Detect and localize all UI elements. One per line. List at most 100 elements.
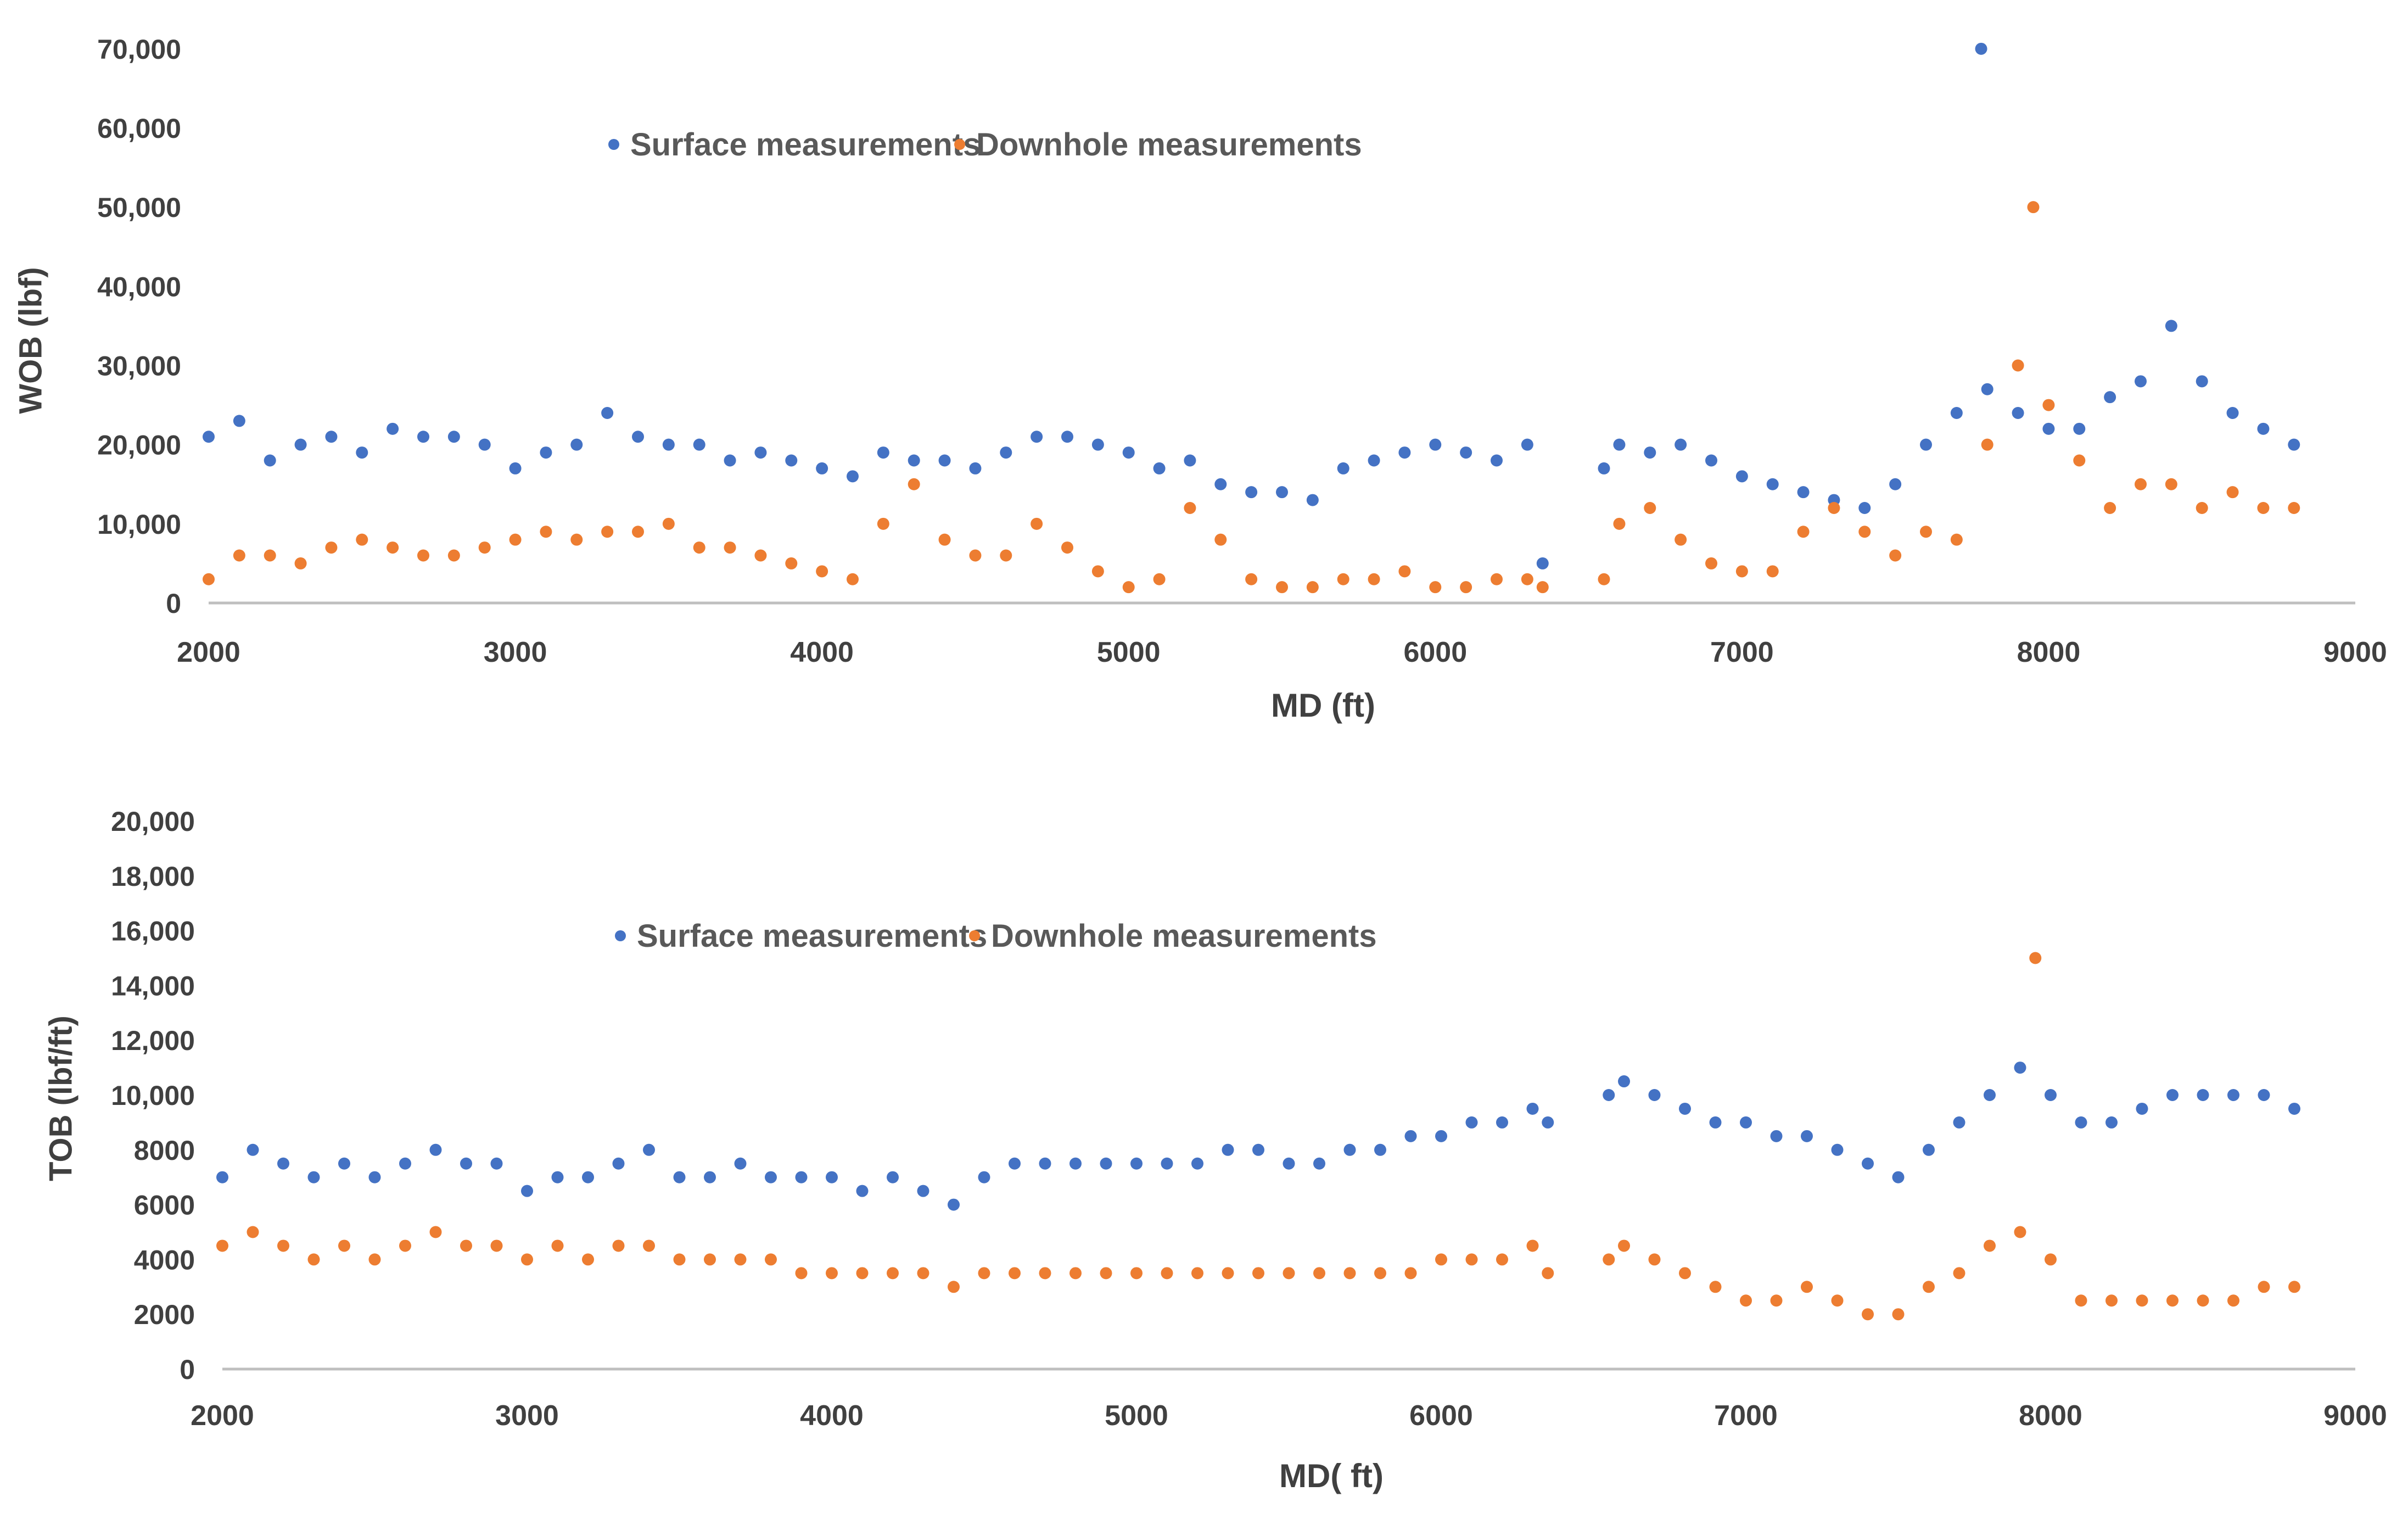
tob-downhole-point-22 [887, 1267, 899, 1280]
tob-x-tick-6000: 6000 [1409, 1400, 1473, 1432]
tob-downhole-marks [216, 952, 2300, 1321]
wob-surface-point-62 [2073, 422, 2086, 435]
wob-downhole-point-22 [877, 517, 889, 530]
wob-downhole-point-0 [203, 573, 215, 585]
tob-downhole-point-43 [1526, 1239, 1539, 1252]
wob-surface-point-54 [1858, 502, 1871, 514]
tob-x-tick-9000: 9000 [2323, 1400, 2387, 1432]
wob-downhole-point-7 [417, 549, 429, 562]
tob-surface-point-66 [2227, 1089, 2239, 1101]
tob-downhole-point-64 [2136, 1294, 2148, 1307]
tob-surface-point-31 [1161, 1157, 1173, 1170]
tob-downhole-point-20 [826, 1267, 838, 1280]
tob-downhole-point-37 [1343, 1267, 1356, 1280]
wob-y-tick-70,000: 70,000 [97, 34, 181, 65]
tob-downhole-point-36 [1313, 1267, 1325, 1280]
tob-downhole-point-8 [460, 1239, 472, 1252]
wob-downhole-point-37 [1337, 573, 1349, 585]
tob-surface-point-4 [338, 1157, 350, 1170]
tob-downhole-point-32 [1191, 1267, 1203, 1280]
tob-surface-point-3 [307, 1171, 320, 1183]
tob-y-axis-title: TOB (lbf/ft) [43, 1015, 79, 1181]
tob-surface-point-23 [917, 1185, 929, 1197]
tob-x-tick-4000: 4000 [800, 1400, 864, 1432]
tob-surface-point-12 [582, 1171, 594, 1183]
tob-surface-point-60 [2045, 1089, 2057, 1101]
tob-downhole-point-24 [948, 1281, 960, 1293]
wob-surface-point-56 [1920, 438, 1932, 451]
tob-downhole-point-52 [1801, 1281, 1813, 1293]
wob-surface-point-47 [1644, 446, 1656, 459]
wob-downhole-point-36 [1306, 581, 1319, 594]
wob-downhole-point-27 [1031, 517, 1043, 530]
tob-downhole-point-25 [978, 1267, 990, 1280]
tob-surface-point-37 [1343, 1143, 1356, 1156]
wob-y-tick-50,000: 50,000 [97, 192, 181, 223]
tob-downhole-point-1 [247, 1226, 259, 1238]
wob-surface-point-37 [1337, 462, 1349, 474]
wob-y-tick-10,000: 10,000 [97, 509, 181, 540]
tob-surface-point-25 [978, 1171, 990, 1183]
tob-legend-surface-label: Surface measurements [637, 918, 987, 954]
wob-surface-point-8 [447, 431, 460, 443]
tob-downhole-point-66 [2197, 1294, 2209, 1307]
wob-surface-point-69 [2288, 438, 2300, 451]
tob-downhole-point-21 [856, 1267, 869, 1280]
wob-surface-point-58 [1975, 42, 1987, 55]
tob-y-tick-labels: 0 2000 4000 6000 8000 10,000 12,000 14,000 16,00… [111, 806, 195, 1385]
tob-downhole-point-45 [1603, 1253, 1615, 1266]
wob-y-axis-title: WOB (lbf) [13, 267, 48, 414]
wob-downhole-point-53 [1828, 502, 1840, 514]
wob-surface-point-46 [1613, 438, 1626, 451]
tob-surface-point-44 [1542, 1116, 1554, 1129]
wob-surface-point-17 [724, 454, 736, 467]
wob-downhole-point-43 [1521, 573, 1533, 585]
tob-downhole-point-60 [2029, 952, 2042, 964]
tob-downhole-point-62 [2075, 1294, 2087, 1307]
tob-surface-point-21 [856, 1185, 869, 1197]
wob-surface-point-23 [908, 454, 920, 467]
tob-surface-point-54 [1862, 1157, 1874, 1170]
wob-surface-point-44 [1536, 557, 1549, 569]
wob-downhole-point-68 [2257, 502, 2270, 514]
wob-surface-point-66 [2196, 375, 2208, 388]
tob-downhole-point-18 [765, 1253, 777, 1266]
wob-surface-point-42 [1491, 454, 1503, 467]
tob-downhole-point-41 [1465, 1253, 1478, 1266]
tob-y-tick-8000: 8000 [134, 1135, 195, 1166]
tob-downhole-point-38 [1374, 1267, 1386, 1280]
wob-downhole-point-40 [1429, 581, 1442, 594]
wob-surface-point-38 [1368, 454, 1380, 467]
tob-x-tick-labels: 2000 3000 4000 5000 6000 7000 8000 9000 [191, 1400, 2387, 1432]
tob-downhole-point-53 [1831, 1294, 1844, 1307]
tob-surface-point-26 [1009, 1157, 1021, 1170]
tob-downhole-point-55 [1892, 1308, 1905, 1321]
wob-downhole-point-59 [2012, 359, 2024, 372]
tob-surface-point-48 [1679, 1102, 1691, 1115]
wob-surface-point-39 [1398, 446, 1411, 459]
tob-downhole-point-27 [1039, 1267, 1051, 1280]
wob-surface-point-40 [1429, 438, 1442, 451]
wob-surface-point-5 [356, 446, 368, 459]
tob-surface-point-5 [368, 1171, 381, 1183]
tob-downhole-point-11 [551, 1239, 564, 1252]
tob-downhole-point-29 [1100, 1267, 1112, 1280]
tob-downhole-point-2 [277, 1239, 289, 1252]
wob-surface-point-34 [1245, 486, 1258, 499]
tob-surface-point-51 [1770, 1130, 1783, 1142]
wob-downhole-point-31 [1153, 573, 1166, 585]
wob-downhole-point-13 [601, 526, 614, 538]
wob-downhole-point-3 [294, 557, 307, 569]
wob-surface-point-9 [478, 438, 491, 451]
wob-surface-point-48 [1675, 438, 1687, 451]
wob-downhole-point-24 [938, 533, 951, 546]
tob-surface-point-49 [1709, 1116, 1722, 1129]
wob-downhole-point-62 [2073, 454, 2086, 467]
wob-downhole-point-45 [1598, 573, 1610, 585]
tob-surface-marks [216, 1062, 2300, 1211]
tob-surface-point-30 [1130, 1157, 1143, 1170]
tob-surface-point-17 [734, 1157, 747, 1170]
tob-surface-point-56 [1923, 1143, 1935, 1156]
wob-surface-point-63 [2104, 391, 2116, 404]
